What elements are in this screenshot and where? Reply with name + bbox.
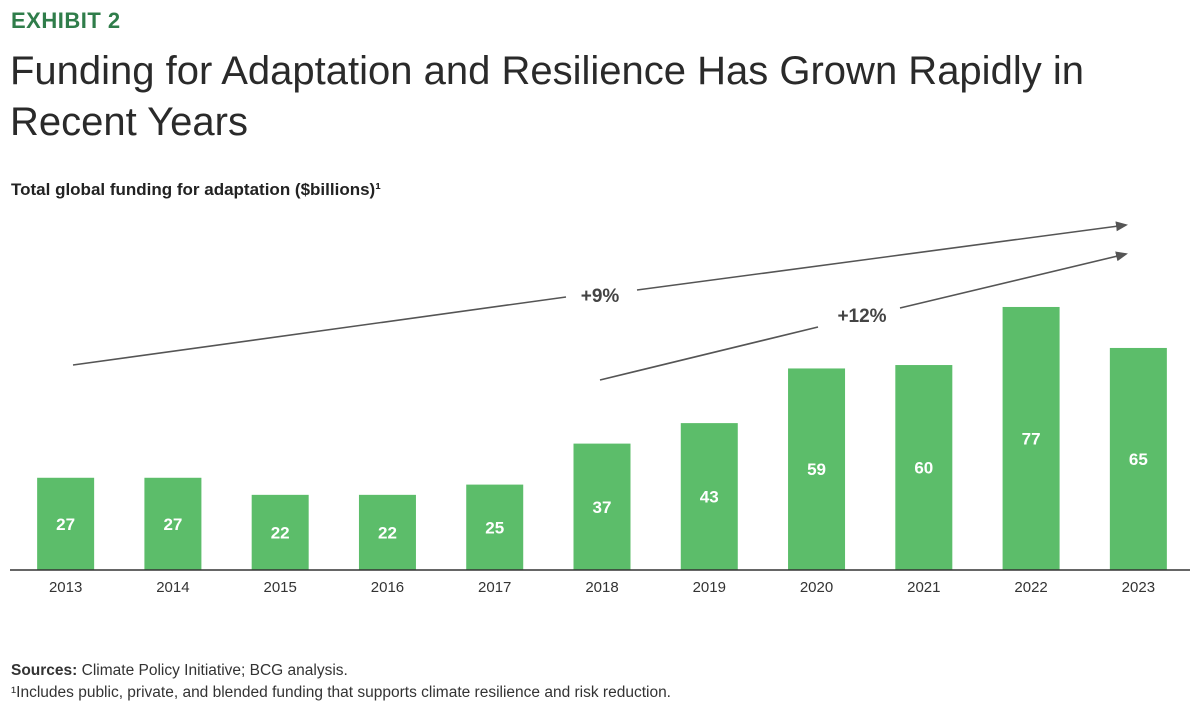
bar-2016 xyxy=(358,494,416,570)
bar-2022 xyxy=(1002,306,1060,570)
bar-value-2021: 60 xyxy=(914,459,933,478)
sources: Sources: Climate Policy Initiative; BCG … xyxy=(11,662,348,680)
bar-2014 xyxy=(144,477,202,570)
bar-2015 xyxy=(251,494,309,570)
x-tick-2020: 2020 xyxy=(800,579,833,596)
footnote: ¹Includes public, private, and blended f… xyxy=(11,684,671,701)
bar-2013 xyxy=(37,477,95,570)
growth-arrow-12: +12% xyxy=(599,251,1128,381)
x-tick-2021: 2021 xyxy=(907,579,940,596)
bar-2021 xyxy=(895,365,953,570)
x-tick-2019: 2019 xyxy=(693,579,726,596)
sources-label: Sources: xyxy=(11,662,78,679)
bar-value-2023: 65 xyxy=(1129,450,1148,469)
exhibit-label: EXHIBIT 2 xyxy=(11,8,121,33)
growth-arrow-9-segment-left xyxy=(72,296,567,366)
x-tick-2013: 2013 xyxy=(49,579,82,596)
bar-value-2017: 25 xyxy=(485,518,504,537)
x-tick-2023: 2023 xyxy=(1122,579,1155,596)
bar-value-2016: 22 xyxy=(378,523,397,542)
bar-value-2015: 22 xyxy=(271,523,290,542)
x-tick-2017: 2017 xyxy=(478,579,511,596)
bar-chart: 27 27 22 22 25 37 43 59 60 77 65 2013 2014 2015 2016 2… xyxy=(10,221,1190,596)
bar-2019 xyxy=(680,423,738,570)
x-tick-2015: 2015 xyxy=(263,579,296,596)
growth-arrow-9: +9% xyxy=(72,221,1128,366)
growth-label-9: +9% xyxy=(581,286,620,307)
bar-value-2013: 27 xyxy=(56,515,75,534)
bar-2018 xyxy=(573,443,631,570)
bar-2017 xyxy=(466,484,524,570)
growth-label-12: +12% xyxy=(837,306,886,327)
growth-arrow-9-segment-right xyxy=(636,221,1128,291)
bar-value-2020: 59 xyxy=(807,460,826,479)
bar-value-2019: 43 xyxy=(700,488,719,507)
page-title: Funding for Adaptation and Resilience Ha… xyxy=(10,49,1084,144)
x-tick-2014: 2014 xyxy=(156,579,189,596)
sources-text: Climate Policy Initiative; BCG analysis. xyxy=(77,662,348,679)
x-tick-2018: 2018 xyxy=(585,579,618,596)
chart-subtitle: Total global funding for adaptation ($bi… xyxy=(11,180,381,199)
bar-2020 xyxy=(788,368,846,570)
bar-value-2018: 37 xyxy=(593,498,612,517)
growth-arrow-12-segment-right xyxy=(899,251,1128,309)
bar-value-2022: 77 xyxy=(1022,429,1041,448)
x-tick-2016: 2016 xyxy=(371,579,404,596)
bar-2023 xyxy=(1109,347,1167,570)
growth-arrow-12-segment-left xyxy=(599,326,819,381)
x-tick-2022: 2022 xyxy=(1014,579,1047,596)
bar-value-2014: 27 xyxy=(163,515,182,534)
